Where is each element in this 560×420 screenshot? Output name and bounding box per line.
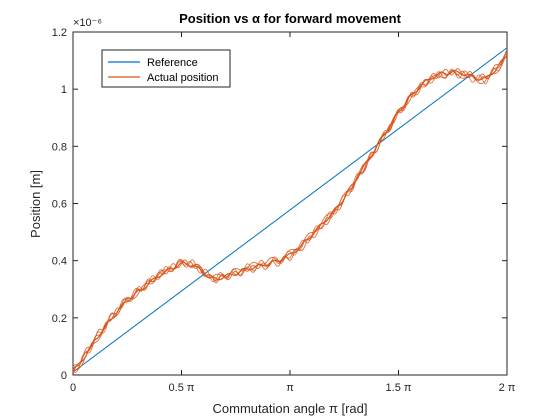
chart-title: Position vs α for forward movement bbox=[179, 11, 401, 26]
x-tick-label: π bbox=[286, 382, 294, 394]
series-line-actual-position bbox=[72, 54, 508, 373]
y-tick-label: 1 bbox=[61, 84, 67, 96]
x-tick-label: 0 bbox=[70, 382, 76, 394]
plot-area: 0 0.5 π π 1.5 π 2 π 0 0.2 0.4 0.6 0.8 1 1.2 bbox=[52, 27, 516, 394]
x-tick-label: 2 π bbox=[499, 382, 516, 394]
legend-label-reference: Reference bbox=[147, 57, 198, 69]
series-line-actual-position bbox=[72, 51, 508, 373]
y-axis-label: Position [m] bbox=[28, 170, 43, 238]
y-tick-label: 1.2 bbox=[52, 27, 67, 39]
y-tick-label: 0.4 bbox=[52, 256, 67, 268]
y-tick-label: 0.2 bbox=[52, 313, 67, 325]
legend: Reference Actual position bbox=[101, 49, 231, 88]
y-exponent-label: ×10⁻⁶ bbox=[73, 17, 102, 29]
series-line-reference bbox=[72, 47, 508, 373]
y-tick-label: 0.6 bbox=[52, 199, 67, 211]
y-tick-labels: 0 0.2 0.4 0.6 0.8 1 1.2 bbox=[52, 27, 67, 382]
series-layer bbox=[72, 47, 508, 373]
x-tick-label: 0.5 π bbox=[169, 382, 195, 394]
legend-box bbox=[101, 49, 231, 88]
y-tick-label: 0 bbox=[61, 370, 67, 382]
legend-label-actual-position: Actual position bbox=[147, 72, 219, 84]
y-tick-label: 0.8 bbox=[52, 141, 67, 153]
x-tick-label: 1.5 π bbox=[386, 382, 412, 394]
x-axis-label: Commutation angle π [rad] bbox=[213, 401, 368, 416]
x-tick-labels: 0 0.5 π π 1.5 π 2 π bbox=[70, 382, 516, 394]
axis-ticks bbox=[72, 31, 508, 376]
